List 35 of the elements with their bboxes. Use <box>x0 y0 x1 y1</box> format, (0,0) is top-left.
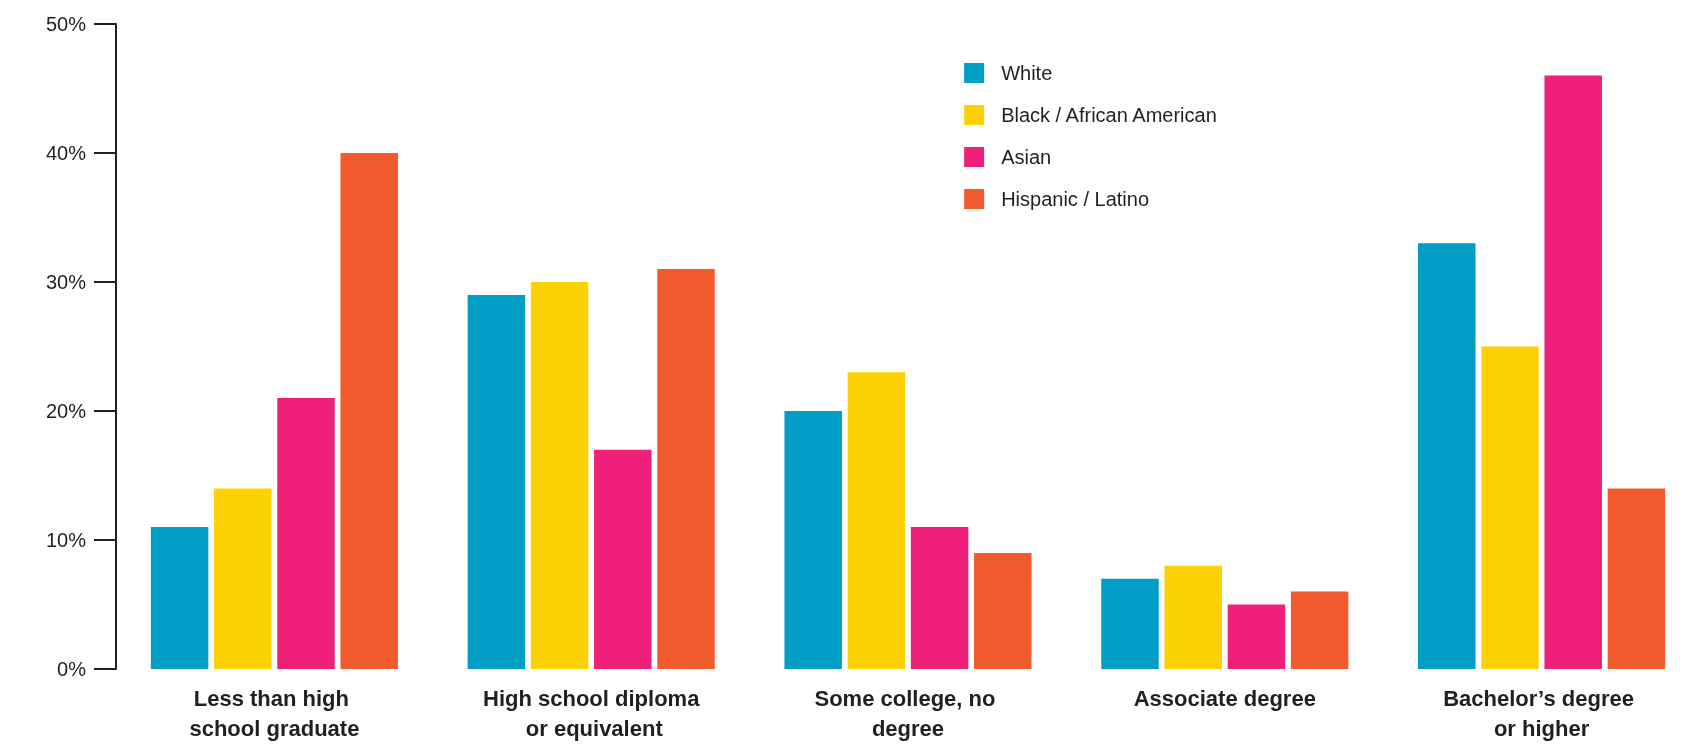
bar <box>1544 75 1602 669</box>
x-tick-label: Associate degree <box>1133 685 1316 711</box>
y-tick-label: 0% <box>57 658 87 680</box>
x-tick-label: High school diploma or equivalent <box>483 685 701 741</box>
bar <box>784 411 842 669</box>
y-tick-label: 50% <box>45 13 87 35</box>
legend-label: Hispanic / Latino <box>1001 188 1150 210</box>
legend-label: Asian <box>1001 146 1052 168</box>
bar <box>847 372 906 669</box>
bar <box>1101 578 1159 669</box>
bar <box>594 449 652 669</box>
bar <box>1607 488 1666 669</box>
bar <box>277 398 335 669</box>
bar <box>1481 346 1539 669</box>
bar <box>974 552 1032 669</box>
bar <box>1164 565 1222 669</box>
y-tick-label: 10% <box>45 529 87 551</box>
y-tick-label: 20% <box>45 400 87 422</box>
bar <box>657 269 715 669</box>
bar <box>1290 591 1349 669</box>
bar <box>150 527 209 669</box>
bar <box>1418 243 1476 669</box>
x-tick-label: Bachelor’s degree or higher <box>1443 685 1641 741</box>
legend-label: White <box>1001 62 1053 84</box>
bar <box>1227 604 1286 669</box>
legend-label: Black / African American <box>1001 104 1217 126</box>
x-tick-label: Less than high school graduate <box>189 685 360 741</box>
bar <box>910 527 969 669</box>
y-tick-label: 30% <box>45 271 87 293</box>
bar <box>340 153 398 669</box>
bar <box>467 294 526 669</box>
y-tick-label: 40% <box>45 142 87 164</box>
bar <box>530 282 589 669</box>
x-tick-label: Some college, no degree <box>814 685 1002 741</box>
bar <box>214 488 272 669</box>
